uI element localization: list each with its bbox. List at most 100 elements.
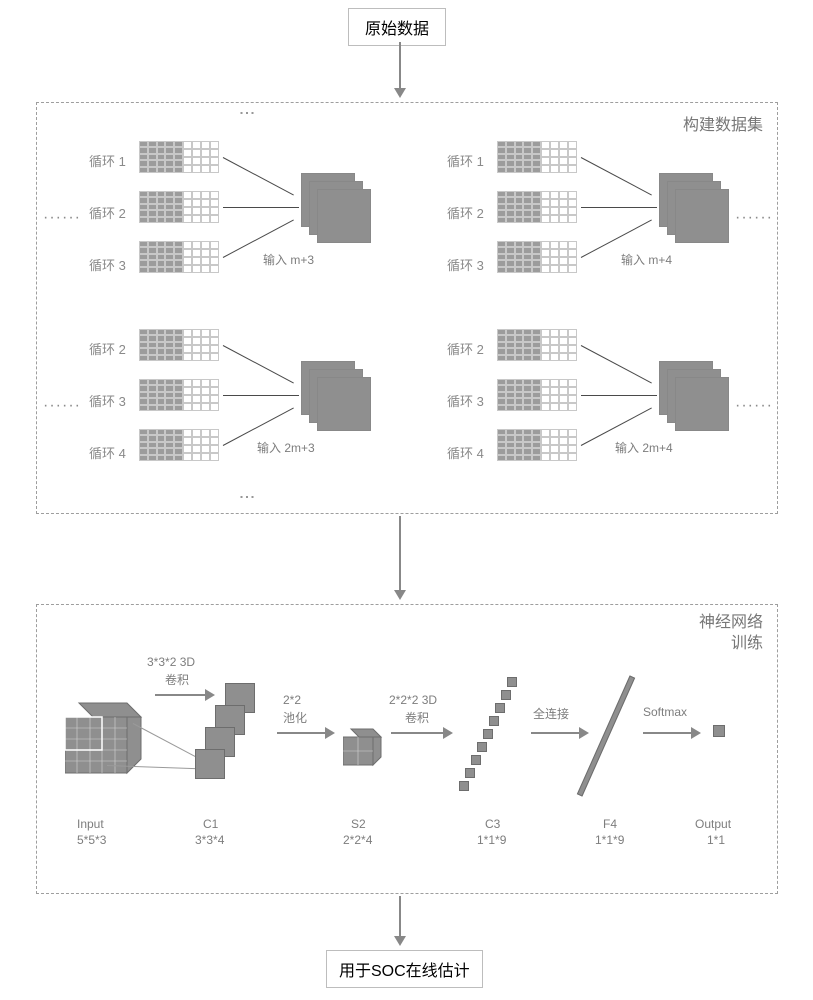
grid-empty: [183, 141, 219, 173]
group-g4: 循环 2 循环 3 循环 4 输入 2m+4 ······: [403, 321, 763, 491]
grid-filled: [497, 379, 541, 411]
s2-name: S2: [351, 817, 366, 831]
s2-dim: 2*2*4: [343, 833, 372, 847]
input-dim: 5*5*3: [77, 833, 106, 847]
grid-empty: [541, 329, 577, 361]
cycle-label-2: 循环 3: [89, 391, 126, 410]
pool-sub: 池化: [283, 709, 307, 726]
grid-empty: [183, 329, 219, 361]
c3-column: [457, 677, 527, 797]
cycle-label-1: 循环 2: [447, 339, 484, 358]
conn-line: [223, 395, 299, 396]
out-dim: 1*1: [707, 833, 725, 847]
softmax-label: Softmax: [643, 705, 687, 719]
raw-data-label: 原始数据: [365, 21, 429, 38]
arrow-top-to-panel1: [394, 42, 406, 98]
conn-line: [223, 157, 294, 195]
raw-data-box: 原始数据: [348, 8, 446, 46]
dots-left: ······: [43, 397, 81, 415]
panel-nn: 神经网络 训练 3*3*2 3D 卷积: [36, 604, 778, 894]
c1-dim: 3*3*4: [195, 833, 224, 847]
v-dots-bottom: ⋮: [237, 489, 256, 506]
conn-line: [581, 157, 652, 195]
cycle-label-1: 循环 1: [89, 151, 126, 170]
arrow-softmax: [643, 727, 701, 739]
arrow-conv2: [391, 727, 453, 739]
stack-sq: [675, 189, 729, 243]
fc-label: 全连接: [533, 705, 569, 722]
c1-name: C1: [203, 817, 218, 831]
grid-filled: [497, 429, 541, 461]
grid-empty: [183, 429, 219, 461]
group-g1: ······ 循环 1 循环 2 循环 3 输入 m+3: [45, 133, 395, 303]
grid-empty: [183, 379, 219, 411]
grid-filled: [497, 329, 541, 361]
panel1-title: 构建数据集: [683, 111, 763, 135]
grid-empty: [541, 141, 577, 173]
conv1-sub: 卷积: [165, 671, 189, 688]
cycle-label-3: 循环 4: [89, 443, 126, 462]
arrow-pool: [277, 727, 335, 739]
grid-filled: [497, 241, 541, 273]
group-g2: 循环 1 循环 2 循环 3 输入 m+4 ······: [403, 133, 763, 303]
grid-filled: [497, 141, 541, 173]
cycle-label-3: 循环 3: [89, 255, 126, 274]
cycle-label-3: 循环 4: [447, 443, 484, 462]
grid-empty: [183, 191, 219, 223]
output-node: [713, 725, 725, 737]
nn-input-cube: [65, 699, 143, 782]
grid-empty: [541, 191, 577, 223]
c3-name: C3: [485, 817, 500, 831]
dots-left: ······: [43, 209, 81, 227]
stack-sq: [675, 377, 729, 431]
out-label: 输入 m+3: [263, 251, 314, 268]
grid-filled: [139, 191, 183, 223]
cycle-label-2: 循环 3: [447, 391, 484, 410]
cycle-label-1: 循环 1: [447, 151, 484, 170]
cycle-label-2: 循环 2: [447, 203, 484, 222]
arrow-fc: [531, 727, 589, 739]
bottom-box: 用于SOC在线估计: [326, 950, 483, 988]
f4-name: F4: [603, 817, 617, 831]
group-g3: ······ 循环 2 循环 3 循环 4 输入 2m+3: [45, 321, 395, 491]
dots-right: ······: [735, 209, 773, 227]
grid-empty: [183, 241, 219, 273]
out-label: 输入 m+4: [621, 251, 672, 268]
grid-empty: [541, 241, 577, 273]
arrow-panel1-to-panel2: [394, 516, 406, 600]
out-label: 输入 2m+4: [615, 439, 673, 456]
conn-line: [223, 345, 294, 383]
conv2-label: 2*2*2 3D: [389, 693, 437, 707]
arrow-conv1: [155, 689, 215, 701]
conn-line: [581, 395, 657, 396]
stack-sq: [317, 189, 371, 243]
dots-right: ······: [735, 397, 773, 415]
conv2-sub: 卷积: [405, 709, 429, 726]
conn-line: [581, 207, 657, 208]
grid-filled: [139, 329, 183, 361]
stack-sq: [317, 377, 371, 431]
panel2-title: 神经网络 训练: [699, 613, 763, 655]
conv1-label: 3*3*2 3D: [147, 655, 195, 669]
c3-dim: 1*1*9: [477, 833, 506, 847]
grid-filled: [139, 141, 183, 173]
grid-filled: [139, 241, 183, 273]
cycle-label-3: 循环 3: [447, 255, 484, 274]
out-label: 输入 2m+3: [257, 439, 315, 456]
cycle-label-2: 循环 2: [89, 203, 126, 222]
grid-filled: [139, 429, 183, 461]
f4-dim: 1*1*9: [595, 833, 624, 847]
grid-filled: [139, 379, 183, 411]
grid-empty: [541, 379, 577, 411]
out-name: Output: [695, 817, 731, 831]
grid-filled: [497, 191, 541, 223]
pool-label: 2*2: [283, 693, 301, 707]
c1-cube: [195, 749, 225, 779]
bottom-box-label: 用于SOC在线估计: [339, 963, 470, 980]
input-name: Input: [77, 817, 104, 831]
cycle-label-1: 循环 2: [89, 339, 126, 358]
conn-line: [223, 207, 299, 208]
s2-cube: [343, 727, 383, 772]
conn-line: [581, 345, 652, 383]
v-dots-top: ⋮: [237, 105, 256, 122]
